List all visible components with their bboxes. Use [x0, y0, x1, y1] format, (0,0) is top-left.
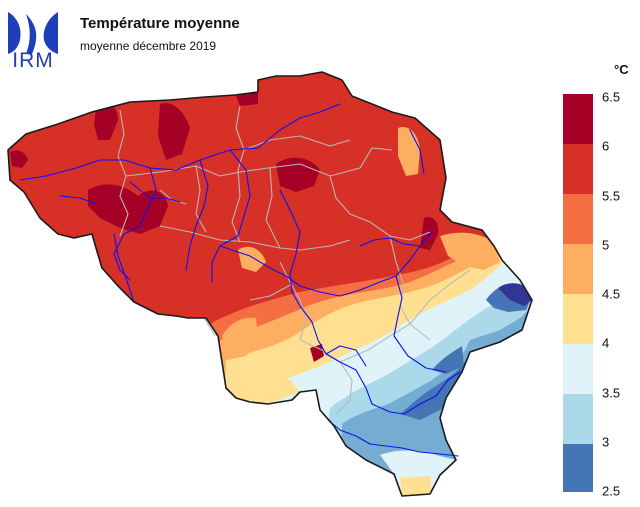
legend-band-4-4.5: [563, 294, 593, 344]
legend-unit: °C: [614, 62, 629, 77]
legend-tick: 3: [602, 434, 610, 450]
legend-tick: 4: [602, 335, 610, 351]
legend-tick: 6: [602, 138, 610, 154]
irm-logo-icon: [8, 12, 58, 54]
legend-band-2.5-3: [563, 444, 593, 492]
legend-band-6-6.5: [563, 94, 593, 144]
legend-tick: 3.5: [602, 385, 621, 401]
legend-band-3.5-4: [563, 344, 593, 394]
belgium-temperature-map: [7, 71, 533, 497]
legend-tick: 4.5: [602, 286, 621, 302]
map-title: Température moyenne: [80, 15, 240, 32]
map-subtitle: moyenne décembre 2019: [80, 39, 217, 53]
legend-tick: 2.5: [602, 483, 621, 499]
legend-band-5-5.5: [563, 194, 593, 244]
legend-tick: 6.5: [602, 89, 621, 105]
color-legend: [563, 94, 593, 492]
legend-tick: 5.5: [602, 188, 621, 204]
legend-band-5.5-6: [563, 144, 593, 194]
legend-band-4.5-5: [563, 244, 593, 294]
legend-band-3-3.5: [563, 394, 593, 444]
logo-text: IRM: [12, 49, 54, 72]
legend-tick: 5: [602, 237, 610, 253]
